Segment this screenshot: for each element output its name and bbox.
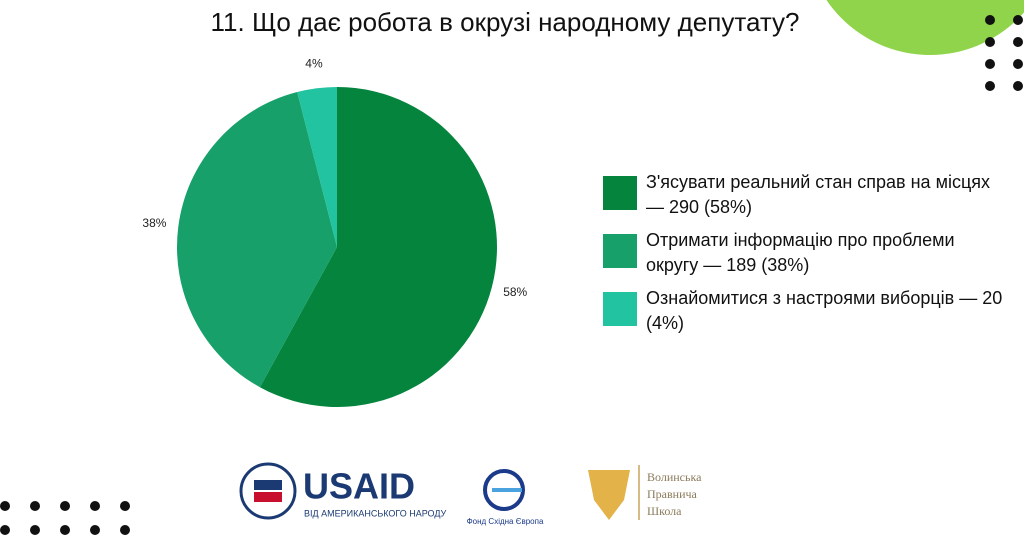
usaid-tagline: ВІД АМЕРИКАНСЬКОГО НАРОДУ — [304, 508, 447, 518]
legend-swatch — [603, 292, 637, 326]
pie-slice — [177, 92, 337, 388]
data-label: 4% — [305, 57, 323, 71]
pie-slice — [259, 87, 497, 408]
school-text: Школа — [647, 504, 682, 518]
decor-dots — [0, 15, 1023, 535]
legend-label: З'ясувати реальний стан справ на місцях … — [646, 172, 991, 217]
legend-item: Отримати інформацію про проблеми округу … — [603, 228, 1023, 278]
usaid-logo: USAID ВІД АМЕРИКАНСЬКОГО НАРОДУ — [239, 462, 447, 520]
pie-slice — [297, 87, 337, 247]
school-logo: Волинська Правнича Школа — [588, 465, 702, 520]
legend-item: З'ясувати реальний стан справ на місцях … — [603, 170, 1023, 220]
legend-label: Отримати інформацію про проблеми округу … — [646, 230, 955, 275]
fund-text: Фонд Східна Європа — [467, 517, 544, 526]
data-label: 38% — [142, 216, 166, 230]
pie: 58% 38% 4% — [142, 57, 528, 408]
legend-swatch — [603, 234, 637, 268]
usaid-text: USAID — [303, 466, 415, 507]
fund-logo: Фонд Східна Європа — [467, 469, 544, 526]
legend-swatch — [603, 176, 637, 210]
legend-item: Ознайомитися з настроями виборців — 20 (… — [603, 286, 1023, 336]
school-text: Волинська — [647, 470, 702, 484]
school-text: Правнича — [647, 487, 698, 501]
data-label: 58% — [503, 285, 527, 299]
chart-title: 11. Що дає робота в окрузі народному деп… — [211, 7, 800, 37]
legend-label: Ознайомитися з настроями виборців — 20 (… — [646, 288, 1003, 333]
decor-circle — [826, 0, 1024, 55]
